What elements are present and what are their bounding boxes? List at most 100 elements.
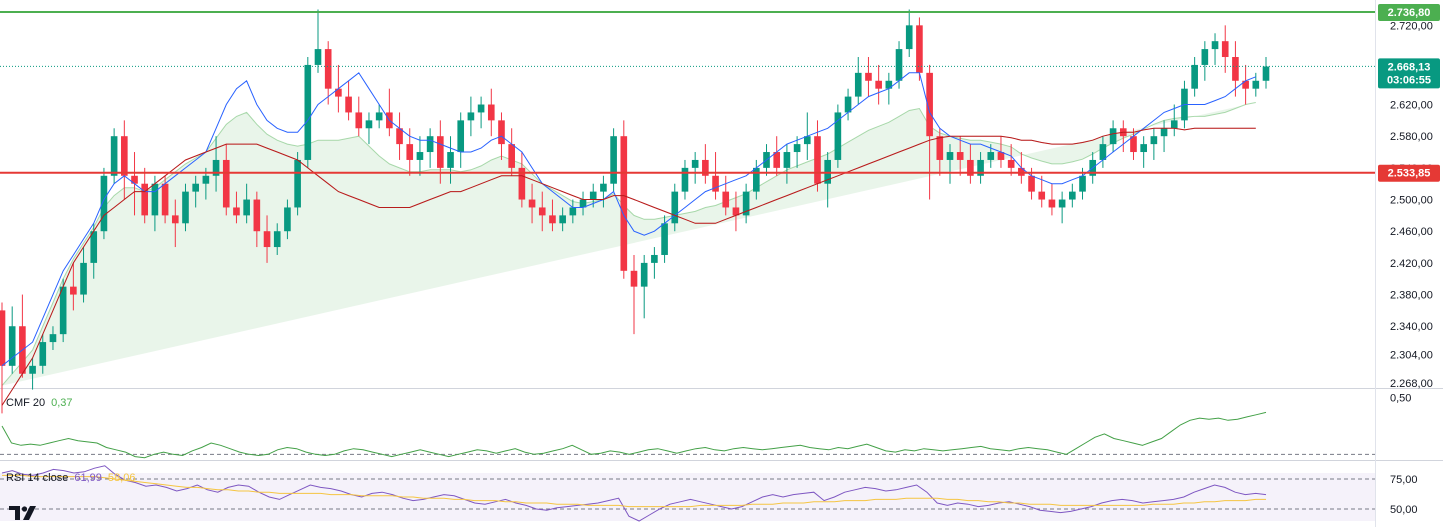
candle[interactable] [681, 159, 689, 200]
candle[interactable] [1069, 183, 1076, 208]
candle[interactable] [355, 96, 363, 137]
candle[interactable] [253, 191, 261, 248]
candle[interactable] [1242, 64, 1249, 105]
cmf-legend[interactable]: CMF 20 0,37 [6, 397, 79, 409]
candle[interactable] [712, 152, 719, 200]
candle[interactable] [457, 112, 465, 168]
candle[interactable] [834, 104, 842, 168]
candle[interactable] [1170, 104, 1178, 137]
candle[interactable] [630, 254, 638, 335]
candle[interactable] [233, 191, 240, 224]
candle[interactable] [80, 247, 87, 303]
candle[interactable] [121, 120, 128, 200]
rsi-pane[interactable]: 75,00 50,00 [0, 465, 1418, 522]
candle[interactable] [1191, 57, 1198, 97]
candle[interactable] [151, 175, 159, 232]
candle[interactable] [1262, 57, 1270, 89]
candle[interactable] [1058, 191, 1066, 224]
candle[interactable] [1099, 136, 1107, 168]
candle[interactable] [946, 144, 954, 184]
candle[interactable] [110, 128, 118, 184]
support-price-tag[interactable]: 2.533,85 [1378, 164, 1440, 182]
candle[interactable] [182, 183, 189, 232]
candle[interactable] [559, 207, 566, 232]
candle[interactable] [793, 136, 801, 168]
candle[interactable] [171, 199, 179, 248]
candle[interactable] [518, 152, 526, 208]
candle[interactable] [722, 175, 730, 216]
candle[interactable] [100, 167, 108, 240]
candle[interactable] [263, 215, 271, 263]
candle[interactable] [141, 167, 149, 224]
candle[interactable] [8, 306, 16, 374]
tradingview-logo-icon[interactable] [8, 504, 42, 522]
resistance-price-tag[interactable]: 2.736,80 [1378, 4, 1440, 22]
candle[interactable] [416, 136, 424, 176]
candle[interactable] [1007, 144, 1015, 176]
candle[interactable] [732, 191, 740, 232]
candle[interactable] [477, 96, 485, 129]
candle[interactable] [936, 128, 944, 176]
candle[interactable] [508, 128, 515, 176]
candle[interactable] [212, 136, 220, 192]
candle[interactable] [905, 9, 913, 58]
candle[interactable] [1252, 72, 1260, 97]
candle[interactable] [192, 175, 199, 208]
candle[interactable] [651, 247, 658, 279]
candle[interactable] [1201, 41, 1209, 81]
candle[interactable] [977, 152, 984, 184]
candle[interactable] [1150, 128, 1158, 160]
candle[interactable] [365, 112, 373, 145]
candle[interactable] [742, 183, 750, 224]
candle[interactable] [844, 88, 852, 121]
candle[interactable] [926, 64, 933, 200]
candle[interactable] [579, 191, 587, 216]
candle[interactable] [773, 136, 781, 176]
candle[interactable] [1211, 33, 1219, 65]
candle[interactable] [345, 80, 352, 121]
price-axis[interactable]: 2.720,002.660,002.620,002.580,002.540,00… [1378, 4, 1440, 390]
cmf-pane[interactable]: 0,50 [0, 393, 1411, 459]
candle[interactable] [600, 175, 607, 208]
candle[interactable] [243, 183, 250, 224]
candle[interactable] [528, 183, 536, 224]
candle[interactable] [59, 278, 67, 343]
candle[interactable] [549, 199, 556, 232]
candle[interactable] [538, 191, 546, 232]
candle[interactable] [324, 41, 332, 105]
candle[interactable] [222, 144, 230, 216]
candle[interactable] [29, 357, 36, 390]
candle[interactable] [956, 136, 964, 176]
candle[interactable] [569, 199, 577, 224]
candle[interactable] [854, 57, 862, 105]
candle[interactable] [304, 57, 312, 168]
candle[interactable] [875, 64, 882, 105]
candle[interactable] [447, 136, 454, 184]
candle[interactable] [314, 9, 322, 73]
rsi-legend[interactable]: RSI 14 close 61,99 58,06 [6, 472, 141, 484]
candle[interactable] [610, 128, 617, 192]
candle[interactable] [753, 159, 760, 200]
candle[interactable] [620, 120, 628, 279]
candlestick-series[interactable] [0, 9, 1270, 414]
candle[interactable] [70, 262, 77, 311]
candle[interactable] [1109, 120, 1117, 153]
candle[interactable] [426, 128, 434, 168]
candle[interactable] [865, 57, 872, 97]
candle[interactable] [487, 88, 495, 137]
candle[interactable] [273, 223, 281, 255]
candle[interactable] [284, 199, 291, 240]
candle[interactable] [1221, 25, 1229, 73]
candle[interactable] [691, 152, 699, 184]
candle[interactable] [671, 183, 679, 232]
candle[interactable] [783, 144, 791, 184]
candle[interactable] [1160, 120, 1168, 153]
candle[interactable] [1130, 128, 1137, 160]
candle[interactable] [1048, 183, 1056, 216]
candle[interactable] [702, 144, 709, 184]
candle[interactable] [640, 254, 648, 319]
candle[interactable] [1038, 175, 1046, 208]
candle[interactable] [1232, 41, 1239, 97]
